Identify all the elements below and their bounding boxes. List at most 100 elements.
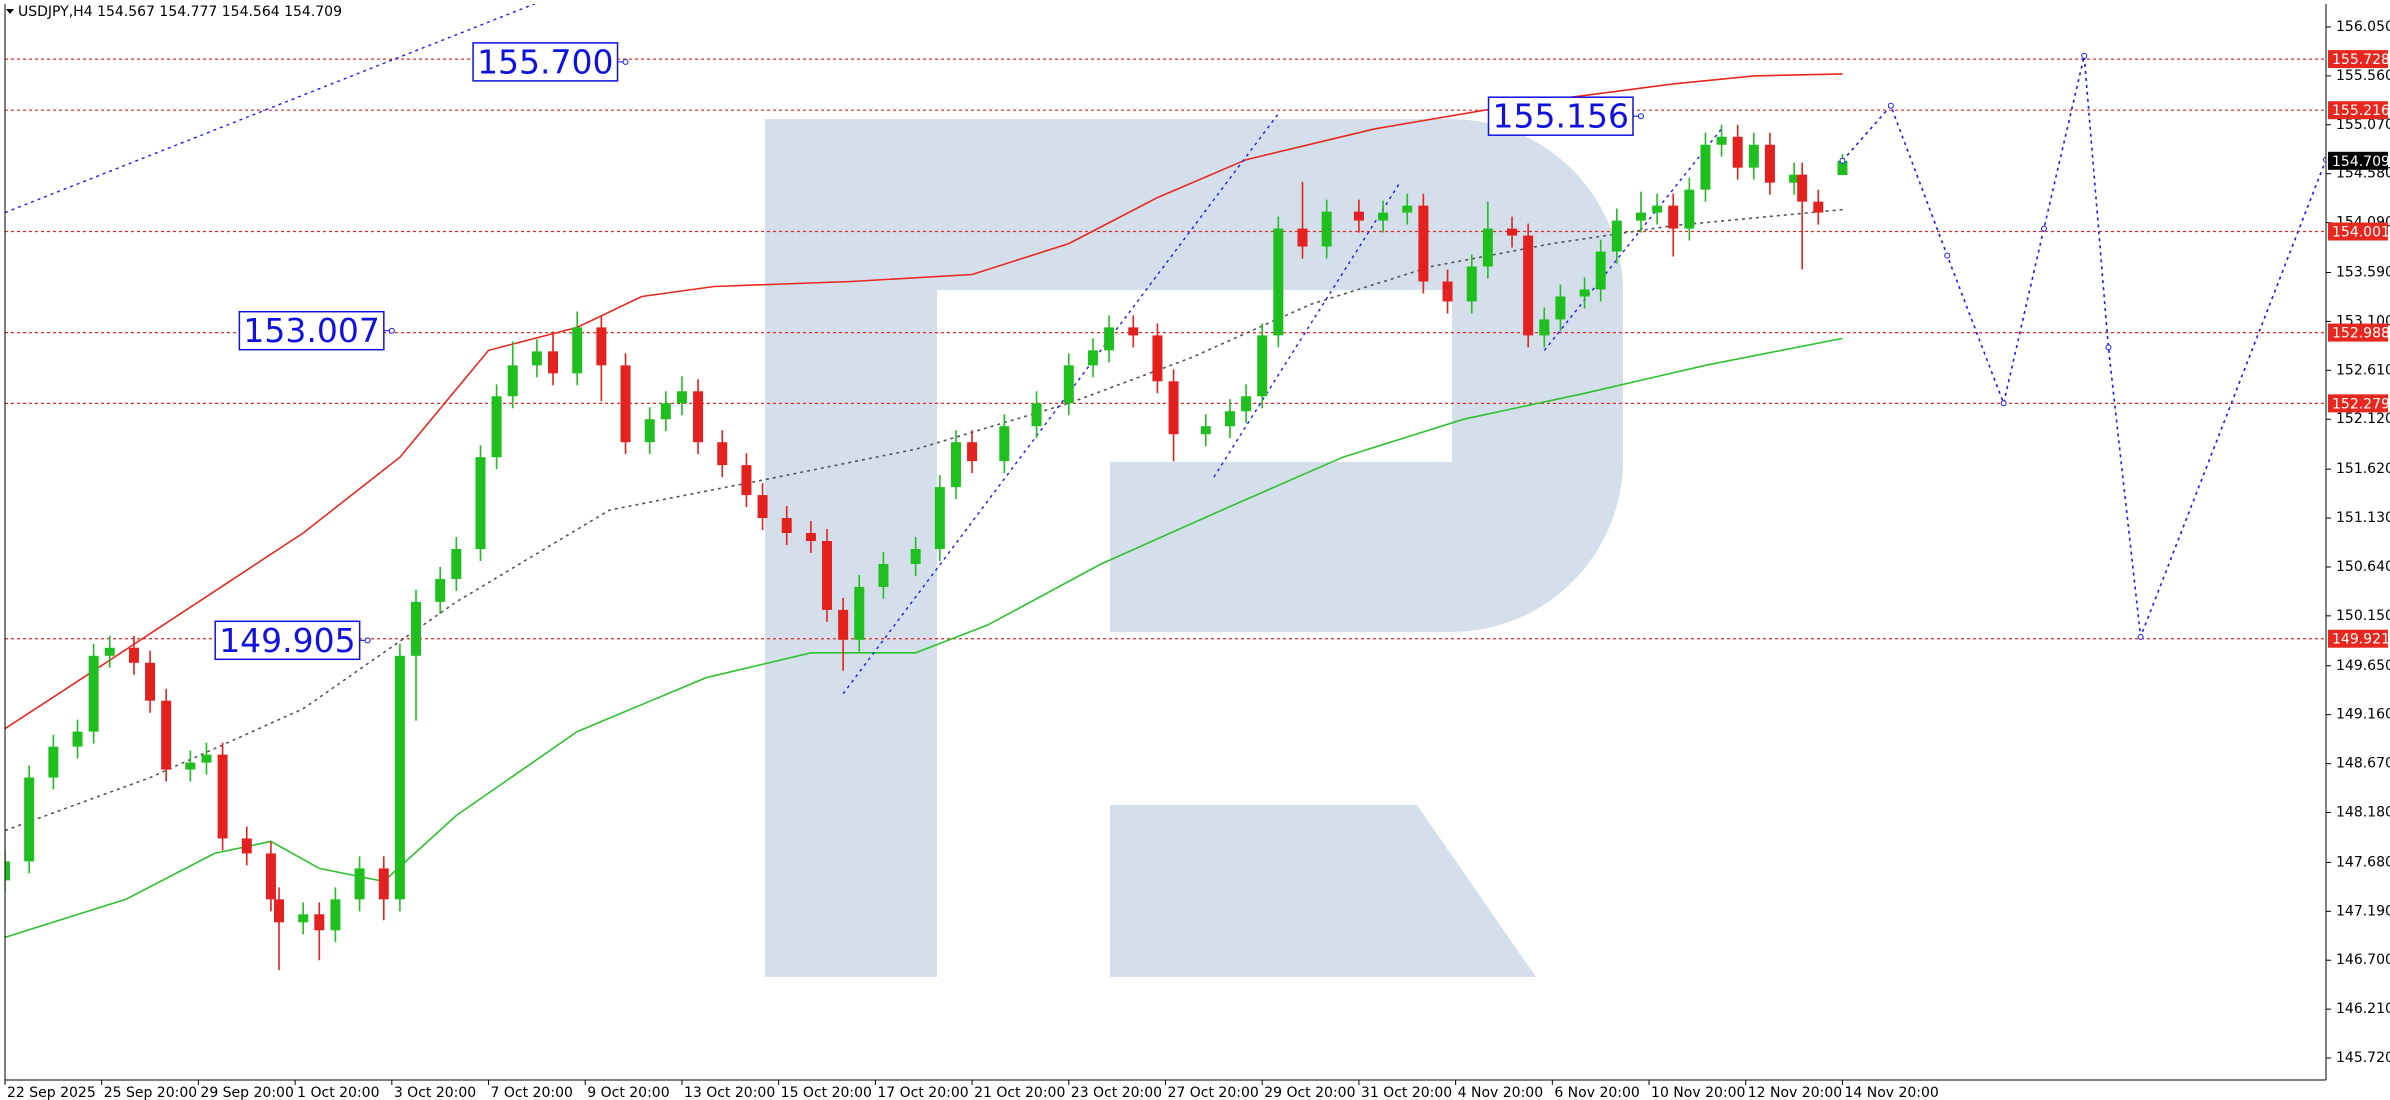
candle-body	[1635, 212, 1646, 221]
x-tick-label: 25 Sep 20:00	[104, 1085, 197, 1100]
candle-body	[491, 396, 502, 458]
candle-body	[531, 351, 542, 366]
annotation-box	[472, 42, 619, 82]
level-tag-label: 155.216	[2332, 103, 2390, 119]
candle-body	[596, 327, 607, 366]
candle-body	[378, 868, 389, 900]
candle-body	[1200, 426, 1211, 435]
candle-body	[1700, 144, 1711, 190]
candle-body	[507, 365, 518, 397]
candle-body	[475, 457, 486, 549]
forecast-point	[1887, 102, 1894, 109]
candle-body	[1555, 296, 1566, 320]
candle-body	[161, 700, 172, 770]
x-tick-label: 29 Oct 20:00	[1264, 1085, 1355, 1100]
candle-body	[1764, 144, 1775, 183]
candle-body	[1104, 327, 1115, 351]
x-tick-label: 21 Oct 20:00	[974, 1085, 1065, 1100]
x-tick-label: 1 Oct 20:00	[297, 1085, 379, 1100]
level-tag-label: 155.728	[2332, 52, 2390, 68]
candle-body	[1813, 201, 1824, 213]
candle-body	[1168, 381, 1179, 435]
candle-body	[451, 548, 462, 579]
candle-body	[330, 899, 341, 931]
candle-body	[717, 442, 728, 466]
candle-body	[1378, 212, 1389, 221]
annotation: 153.007	[238, 310, 395, 351]
annotation-anchor	[364, 637, 371, 644]
y-tick-label: 148.670	[2336, 756, 2390, 772]
y-tick-label: 145.720	[2336, 1050, 2390, 1066]
candle-body	[781, 518, 792, 534]
candle-body	[1273, 228, 1284, 336]
candle-body	[24, 777, 35, 862]
candle-body	[693, 391, 704, 443]
y-tick-label: 153.590	[2336, 265, 2390, 281]
candle-body	[1402, 205, 1413, 213]
y-tick-label: 150.640	[2336, 559, 2390, 575]
candle-body	[104, 647, 115, 656]
candle-body	[854, 586, 865, 640]
candle-body	[1611, 220, 1622, 252]
candle-body	[435, 578, 446, 602]
candle-body	[48, 746, 59, 778]
y-tick-label: 148.180	[2336, 804, 2390, 820]
x-tick-label: 23 Oct 20:00	[1071, 1085, 1162, 1100]
y-tick-label: 152.610	[2336, 362, 2390, 378]
x-tick-label: 14 Nov 20:00	[1844, 1085, 1938, 1100]
y-tick-label: 152.120	[2336, 411, 2390, 427]
candle-body	[394, 655, 405, 900]
y-tick-label: 156.050	[2336, 19, 2390, 35]
candle-body	[1668, 205, 1679, 229]
trend-line	[1543, 128, 1723, 351]
annotation-anchor	[622, 58, 629, 65]
x-tick-label: 31 Oct 20:00	[1361, 1085, 1452, 1100]
candle-body	[411, 601, 422, 656]
candle-body	[910, 548, 921, 564]
candle-body	[1789, 174, 1800, 183]
candle-body	[1224, 411, 1235, 427]
y-tick-label: 147.190	[2336, 903, 2390, 919]
candle-body	[1257, 335, 1268, 397]
candle-body	[1466, 266, 1477, 302]
candle-body	[88, 655, 99, 732]
annotation-label: 155.700	[477, 42, 613, 81]
moving-average	[5, 337, 1843, 939]
annotation: 149.905	[214, 620, 371, 661]
candle-body	[934, 487, 945, 549]
level-tag	[2328, 323, 2388, 342]
candle-body	[1748, 144, 1759, 168]
x-tick-label: 7 Oct 20:00	[491, 1085, 573, 1100]
candle-body	[1128, 327, 1139, 336]
x-tick-label: 4 Nov 20:00	[1458, 1085, 1543, 1100]
candle-body	[1716, 136, 1727, 145]
x-tick-label: 13 Oct 20:00	[684, 1085, 775, 1100]
y-tick-label: 151.620	[2336, 461, 2390, 477]
y-tick-label: 150.150	[2336, 608, 2390, 624]
candle-body	[217, 754, 228, 839]
x-tick-label: 29 Sep 20:00	[200, 1085, 293, 1100]
y-tick-label: 149.160	[2336, 707, 2390, 723]
candle-body	[620, 365, 631, 443]
candle-body	[1297, 228, 1308, 247]
candle-body	[1063, 365, 1074, 404]
candle-body	[128, 647, 139, 663]
candle-body	[741, 465, 752, 496]
candle-body	[5, 861, 10, 881]
candle-body	[676, 391, 687, 404]
level-tag-label: 149.921	[2332, 632, 2390, 648]
candle-body	[1523, 235, 1534, 336]
candle-body	[72, 731, 83, 747]
annotation-box	[1487, 96, 1634, 136]
candle-body	[241, 838, 252, 854]
candle-body	[1418, 205, 1429, 282]
candle-body	[1241, 396, 1252, 412]
x-tick-label: 22 Sep 2025	[7, 1085, 96, 1100]
y-tick-label: 146.700	[2336, 952, 2390, 968]
candle-body	[757, 495, 768, 519]
annotation-anchor	[388, 327, 395, 334]
forecast-line	[1841, 55, 2326, 638]
trend-line	[1213, 183, 1400, 478]
